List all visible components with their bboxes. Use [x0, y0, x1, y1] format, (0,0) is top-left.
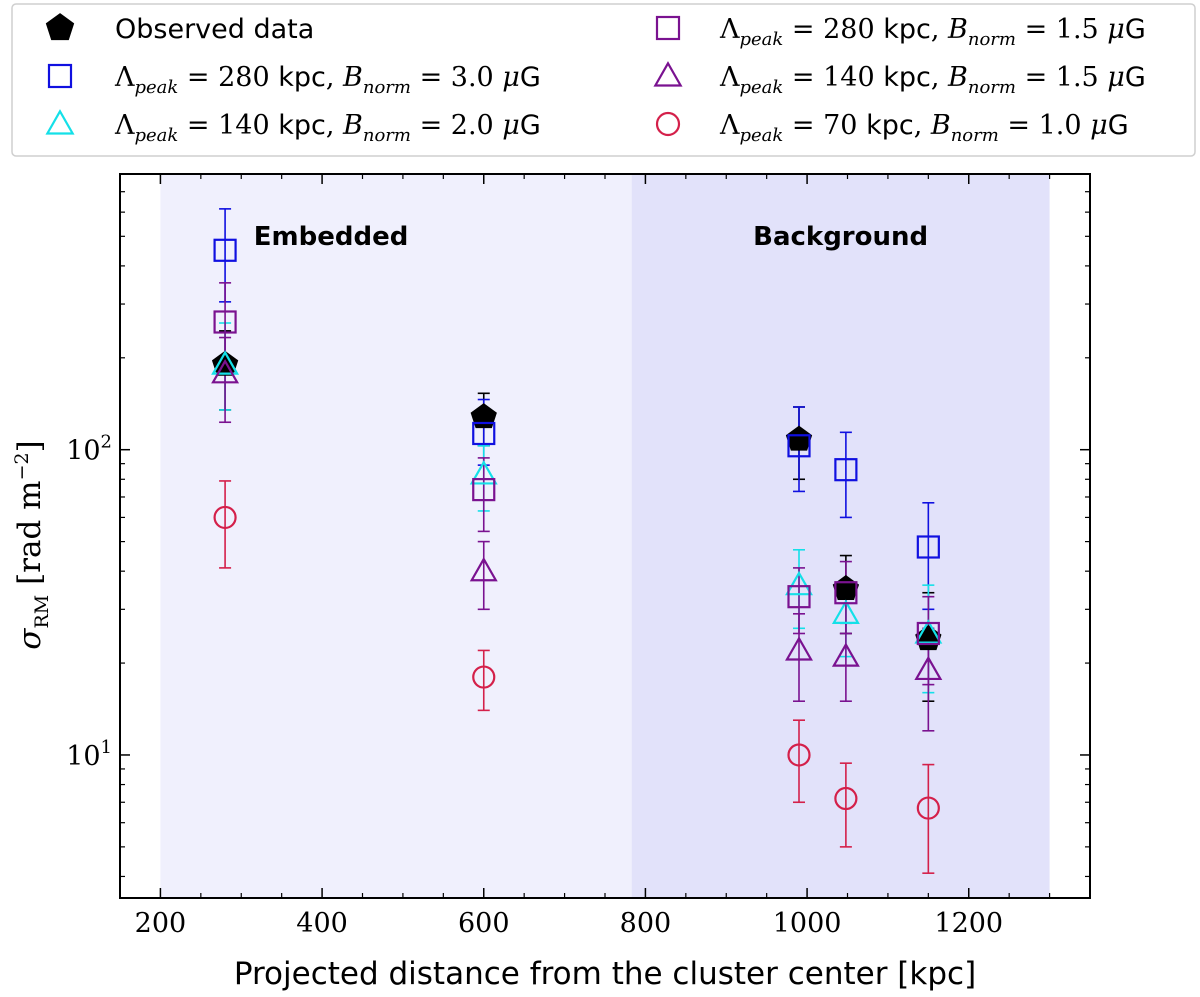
data-point — [470, 403, 497, 429]
data-point — [472, 665, 496, 689]
region-shading: Embedded Background — [160, 174, 1050, 898]
legend-marker — [45, 109, 75, 135]
legend-marker — [45, 13, 75, 41]
region-label-background: Background — [753, 222, 928, 252]
legend-label: Λpeak = 140 kpc, Bnorm = 1.5 μG — [719, 62, 1146, 98]
data-point — [914, 655, 943, 681]
data-point — [916, 621, 940, 646]
y-tick-label: 101 — [66, 737, 112, 772]
data-point — [213, 238, 237, 262]
data-point — [831, 599, 860, 624]
data-point — [834, 458, 858, 482]
y-axis-label: σRM [rad m−2] — [11, 440, 53, 649]
data-point — [469, 556, 498, 582]
data-point — [211, 358, 240, 384]
data-point — [469, 460, 498, 485]
region-label-embedded: Embedded — [254, 222, 409, 252]
data-point — [211, 350, 240, 375]
data-point — [787, 434, 811, 458]
legend-marker — [655, 15, 681, 41]
data-point — [831, 642, 860, 667]
data-point — [785, 570, 813, 596]
legend-marker — [655, 111, 681, 137]
data-point — [785, 636, 813, 661]
y-axis-label-symbol: σ — [12, 628, 48, 650]
legend-label: Λpeak = 280 kpc, Bnorm = 3.0 μG — [114, 62, 541, 98]
data-markers — [211, 238, 943, 820]
y-axis-label-subscript: RM — [31, 595, 53, 629]
data-point — [914, 619, 943, 644]
data-point — [213, 310, 237, 334]
x-tick-label: 800 — [620, 908, 672, 939]
data-point — [787, 743, 811, 767]
x-tick-label: 600 — [458, 908, 510, 939]
legend-label: Λpeak = 140 kpc, Bnorm = 2.0 μG — [114, 110, 541, 146]
x-tick-label: 200 — [135, 908, 187, 939]
legend-label: Λpeak = 70 kpc, Bnorm = 1.0 μG — [719, 110, 1129, 146]
y-axis-label-exponent: −2 — [11, 452, 33, 480]
y-tick-label: 102 — [66, 432, 112, 467]
data-point — [785, 425, 813, 451]
axis-ticks: 200 400 600 800 1000 1200 101 102 — [66, 173, 1091, 939]
data-point — [787, 585, 811, 609]
legend-label: Λpeak = 280 kpc, Bnorm = 1.5 μG — [719, 14, 1146, 50]
legend: Observed data Λpeak = 280 kpc, Bnorm = 3.… — [45, 13, 1146, 146]
region-embedded — [160, 174, 632, 898]
legend-box — [11, 3, 1196, 157]
data-point — [916, 535, 940, 559]
svg-text:σRM [rad m−2]: σRM [rad m−2] — [11, 440, 53, 649]
legend-marker — [653, 61, 683, 87]
legend-marker — [47, 63, 73, 89]
data-point — [834, 581, 858, 605]
error-bars — [219, 208, 935, 874]
x-tick-label: 1200 — [934, 908, 1003, 939]
data-point — [213, 505, 237, 530]
data-point — [834, 786, 858, 811]
data-point — [916, 796, 940, 820]
region-background — [631, 174, 1050, 898]
y-axis-label-close: ] — [12, 440, 48, 452]
data-point — [472, 421, 496, 446]
legend-label: Observed data — [115, 14, 314, 45]
x-tick-label: 400 — [296, 908, 348, 939]
y-axis-label-unit: [rad m — [12, 480, 48, 594]
x-axis-label: Projected distance from the cluster cent… — [234, 956, 976, 992]
data-point — [472, 478, 496, 502]
x-tick-label: 1000 — [773, 908, 842, 939]
